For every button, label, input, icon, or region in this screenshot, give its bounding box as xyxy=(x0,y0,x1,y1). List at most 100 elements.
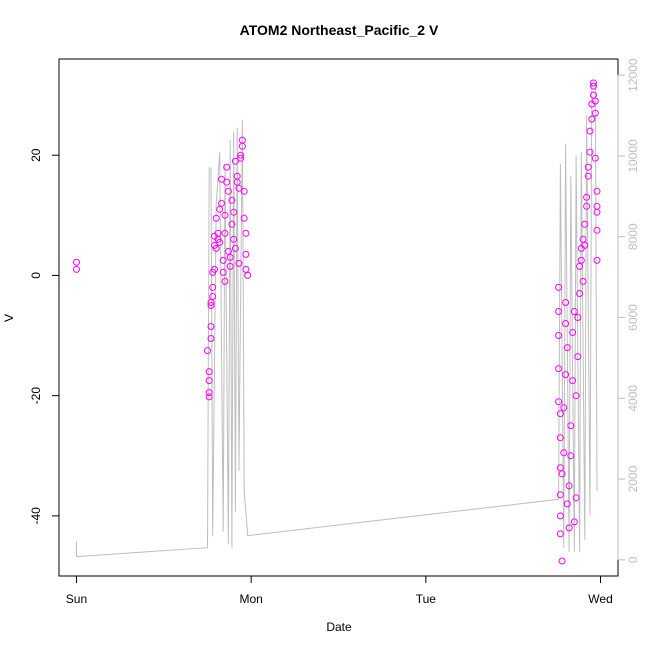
plot-area xyxy=(58,58,619,577)
data-point xyxy=(581,241,589,249)
y2-tick-label: 10000 xyxy=(626,139,640,173)
data-point xyxy=(238,142,246,150)
data-point xyxy=(560,449,568,457)
data-point xyxy=(565,482,573,490)
data-point xyxy=(555,308,563,315)
y-axis-left: -40 -20 0 20 xyxy=(29,148,60,525)
data-point xyxy=(73,258,80,266)
y-axis-right: 0 2000 4000 6000 8000 10000 12000 xyxy=(617,58,640,563)
data-point xyxy=(555,398,563,406)
data-point xyxy=(591,154,599,162)
data-point xyxy=(242,250,250,258)
data-point xyxy=(205,393,213,401)
x-tick-label: Sun xyxy=(66,592,87,606)
y-tick-label: -40 xyxy=(29,507,43,525)
data-point xyxy=(219,256,227,264)
data-point xyxy=(207,335,215,342)
chart-title: ATOM2 Northeast_Pacific_2 V xyxy=(240,22,439,38)
data-point xyxy=(567,452,575,460)
y-axis-label: V xyxy=(2,314,16,322)
data-point xyxy=(221,229,229,237)
y-tick-label: 20 xyxy=(29,148,43,162)
data-point xyxy=(583,202,591,210)
data-point xyxy=(567,422,575,430)
x-axis-label: Date xyxy=(326,620,352,634)
data-point xyxy=(574,314,582,321)
data-point xyxy=(228,196,236,204)
data-point xyxy=(73,265,80,273)
data-point xyxy=(207,302,215,309)
data-point xyxy=(244,271,252,279)
data-point xyxy=(570,308,578,315)
data-point xyxy=(205,368,213,376)
data-point xyxy=(558,470,566,478)
data-point xyxy=(242,265,250,273)
data-point xyxy=(562,299,570,306)
data-point xyxy=(204,347,211,355)
data-point xyxy=(584,172,592,180)
secondary-series-line xyxy=(76,82,598,558)
data-point xyxy=(591,97,599,105)
y2-tick-label: 6000 xyxy=(626,304,640,331)
data-point xyxy=(560,404,568,412)
data-point xyxy=(565,524,573,532)
data-point xyxy=(562,371,570,379)
data-point xyxy=(218,175,225,183)
data-point xyxy=(570,518,578,526)
data-point xyxy=(216,238,224,246)
data-point xyxy=(556,530,564,538)
data-point xyxy=(593,208,601,216)
data-point xyxy=(223,178,231,186)
data-point xyxy=(563,344,571,352)
data-point xyxy=(572,392,580,400)
x-axis: Sun Mon Tue Wed xyxy=(66,575,613,606)
data-point xyxy=(590,82,597,90)
data-point xyxy=(581,220,589,228)
x-tick-label: Mon xyxy=(239,592,262,606)
data-point xyxy=(242,229,250,237)
data-point xyxy=(590,79,597,87)
data-point xyxy=(221,211,229,219)
y2-tick-label: 2000 xyxy=(626,465,640,492)
data-point xyxy=(584,163,592,171)
data-point xyxy=(572,494,580,502)
data-point xyxy=(579,277,587,285)
y2-tick-label: 0 xyxy=(626,556,640,563)
data-point xyxy=(209,283,217,291)
data-point xyxy=(593,256,601,264)
data-point xyxy=(556,512,564,520)
data-point xyxy=(576,290,584,297)
data-point xyxy=(233,172,241,180)
y2-tick-label: 8000 xyxy=(626,223,640,250)
x-tick-label: Tue xyxy=(416,592,437,606)
data-point xyxy=(574,353,582,361)
data-point xyxy=(562,320,570,327)
data-point xyxy=(586,127,594,135)
data-point xyxy=(555,365,563,373)
y2-tick-label: 4000 xyxy=(626,385,640,412)
data-point xyxy=(569,329,577,336)
plot-frame xyxy=(58,58,619,577)
data-point xyxy=(207,323,215,330)
data-point xyxy=(240,187,248,195)
data-point xyxy=(205,389,213,397)
data-point xyxy=(237,151,245,159)
data-point xyxy=(563,500,571,508)
data-point xyxy=(228,220,236,228)
data-point xyxy=(212,244,220,252)
data-point xyxy=(231,244,239,252)
data-point xyxy=(223,163,231,171)
data-point xyxy=(556,410,564,418)
y-tick-label: -20 xyxy=(29,387,43,405)
data-point xyxy=(224,187,232,195)
data-point xyxy=(583,193,591,201)
y-tick-label: 0 xyxy=(29,272,43,279)
data-point xyxy=(586,148,594,156)
data-point xyxy=(226,253,234,261)
data-point-layer xyxy=(73,79,601,565)
data-point xyxy=(235,259,243,267)
data-point xyxy=(235,184,243,192)
data-point xyxy=(555,332,563,339)
y2-tick-label: 12000 xyxy=(626,58,640,92)
